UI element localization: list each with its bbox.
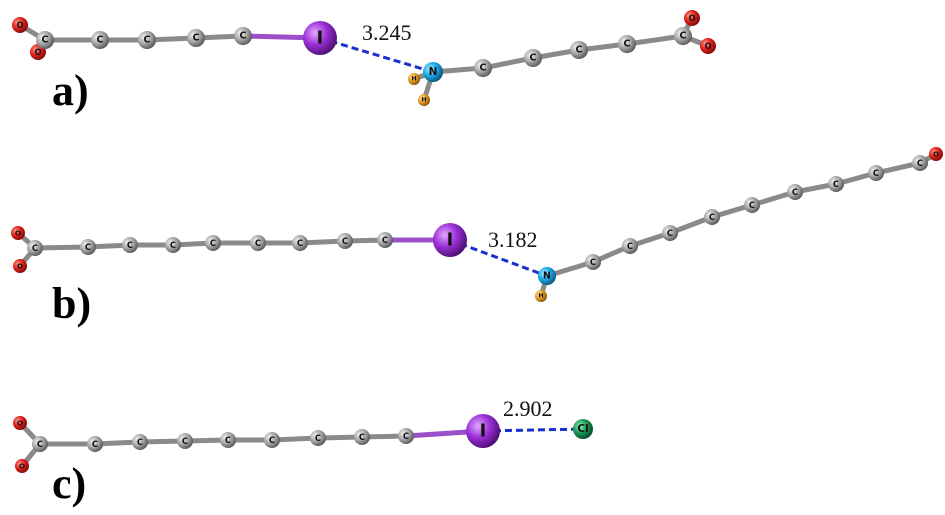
atom-label: O [15, 229, 21, 238]
atom-label: C [480, 63, 487, 74]
atom-label: C [680, 31, 687, 42]
atom-label: H [538, 293, 543, 300]
atom-label: O [688, 13, 695, 23]
atom-label: C [225, 435, 231, 445]
atom-label: C [833, 179, 839, 189]
distance-label: 2.902 [503, 396, 553, 421]
atom-label: O [19, 462, 25, 471]
atom-label: C [170, 240, 176, 250]
atom-label: C [709, 212, 715, 222]
atom-label: C [315, 433, 321, 443]
atom-label: I [480, 421, 487, 442]
distance-label: 3.182 [488, 227, 538, 252]
atom-label: N [543, 271, 551, 282]
atom-label: O [17, 262, 23, 271]
atom-label: C [342, 236, 348, 246]
atom-label: C [269, 435, 275, 445]
atom-label: C [590, 257, 596, 267]
atom-label: H [411, 76, 416, 83]
atom-label: C [32, 243, 38, 253]
atom-label: I [447, 230, 454, 251]
atom-label: C [210, 238, 216, 248]
atom-label: C [127, 240, 133, 250]
atom-label: C [403, 431, 409, 441]
atom-label: O [704, 41, 711, 51]
atom-label: I [317, 28, 324, 49]
distance-label: 3.245 [362, 20, 412, 45]
atom-label: N [429, 66, 438, 78]
atom-label: C [37, 439, 43, 449]
molecule-panel: O O C C C C C C C C C I Cl 2.902 c) [13, 396, 593, 508]
atom-label: C [193, 33, 200, 44]
atom-label: C [42, 35, 49, 46]
panel-label: c) [52, 459, 86, 508]
atom-label: O [17, 419, 23, 428]
atom-label: C [92, 439, 98, 449]
atom-label: O [16, 20, 23, 30]
atom-label: O [933, 150, 939, 159]
atom-label: C [97, 35, 104, 46]
atom-label: O [34, 47, 41, 57]
atom-label: H [421, 97, 426, 104]
atom-label: C [576, 45, 583, 56]
atom-label: C [85, 242, 91, 252]
atom-label: C [137, 437, 143, 447]
atom-label: C [624, 39, 631, 50]
atom-label: C [873, 168, 879, 178]
atom-label: C [627, 241, 633, 251]
panel-label: b) [52, 279, 91, 328]
atom-label: C [359, 432, 365, 442]
atom-label: C [917, 158, 923, 168]
molecule-diagram: OOCCCCCINHHCCCCCOO3.245a)OOCCCCCCCCCINHC… [0, 0, 945, 515]
atom-label: C [144, 35, 151, 46]
atom-label: C [667, 228, 673, 238]
panel-label: a) [52, 66, 89, 115]
atom-label: C [792, 187, 798, 197]
atom-label: C [182, 436, 188, 446]
atom-label: C [240, 31, 247, 42]
atom-label: C [530, 53, 537, 64]
atom-label: C [749, 200, 755, 210]
atom-label: C [382, 235, 388, 245]
atom-label: C [297, 238, 303, 248]
atom-label: Cl [577, 423, 588, 435]
atom-label: C [255, 238, 261, 248]
